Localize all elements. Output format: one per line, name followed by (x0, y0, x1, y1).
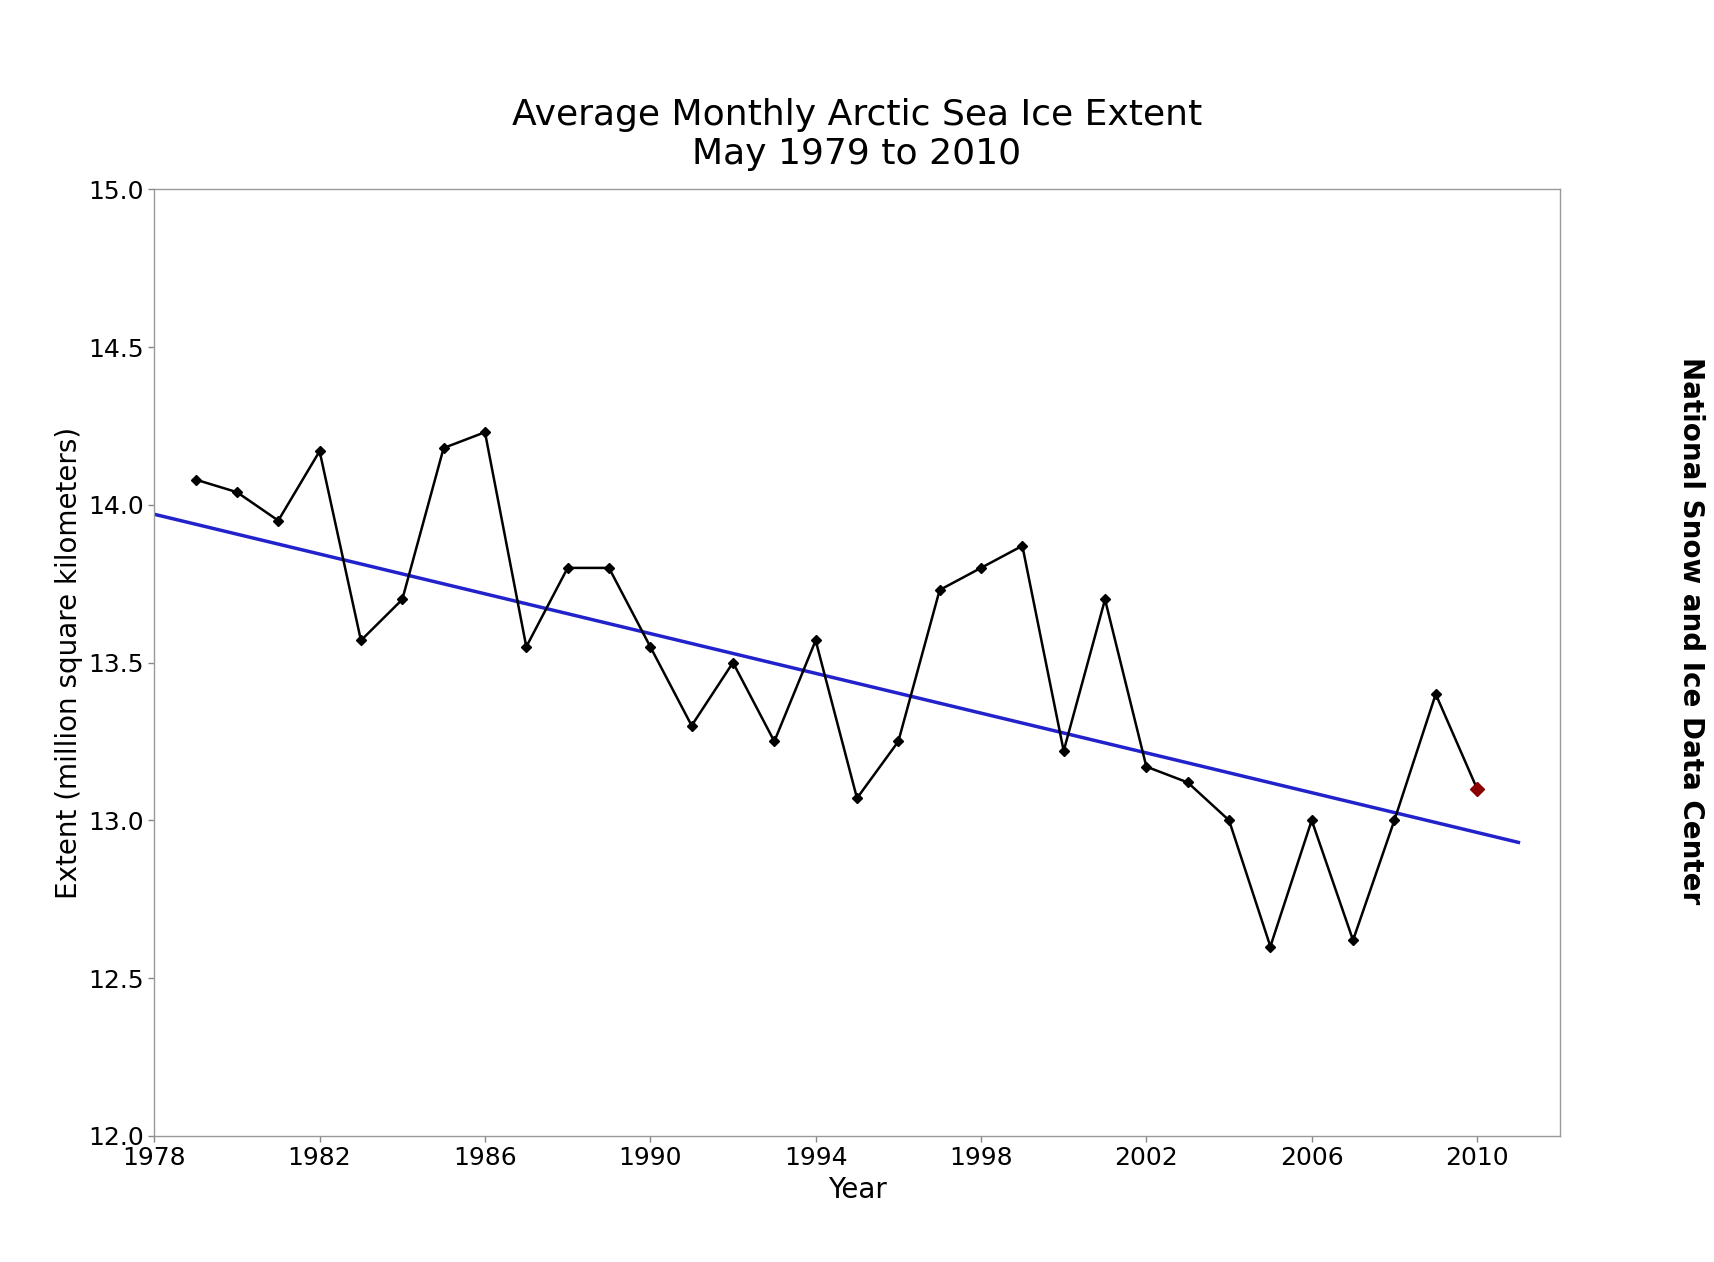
Y-axis label: Extent (million square kilometers): Extent (million square kilometers) (55, 427, 82, 899)
Title: Average Monthly Arctic Sea Ice Extent
May 1979 to 2010: Average Monthly Arctic Sea Ice Extent Ma… (512, 98, 1202, 172)
X-axis label: Year: Year (828, 1176, 886, 1204)
Text: National Snow and Ice Data Center: National Snow and Ice Data Center (1678, 357, 1705, 905)
